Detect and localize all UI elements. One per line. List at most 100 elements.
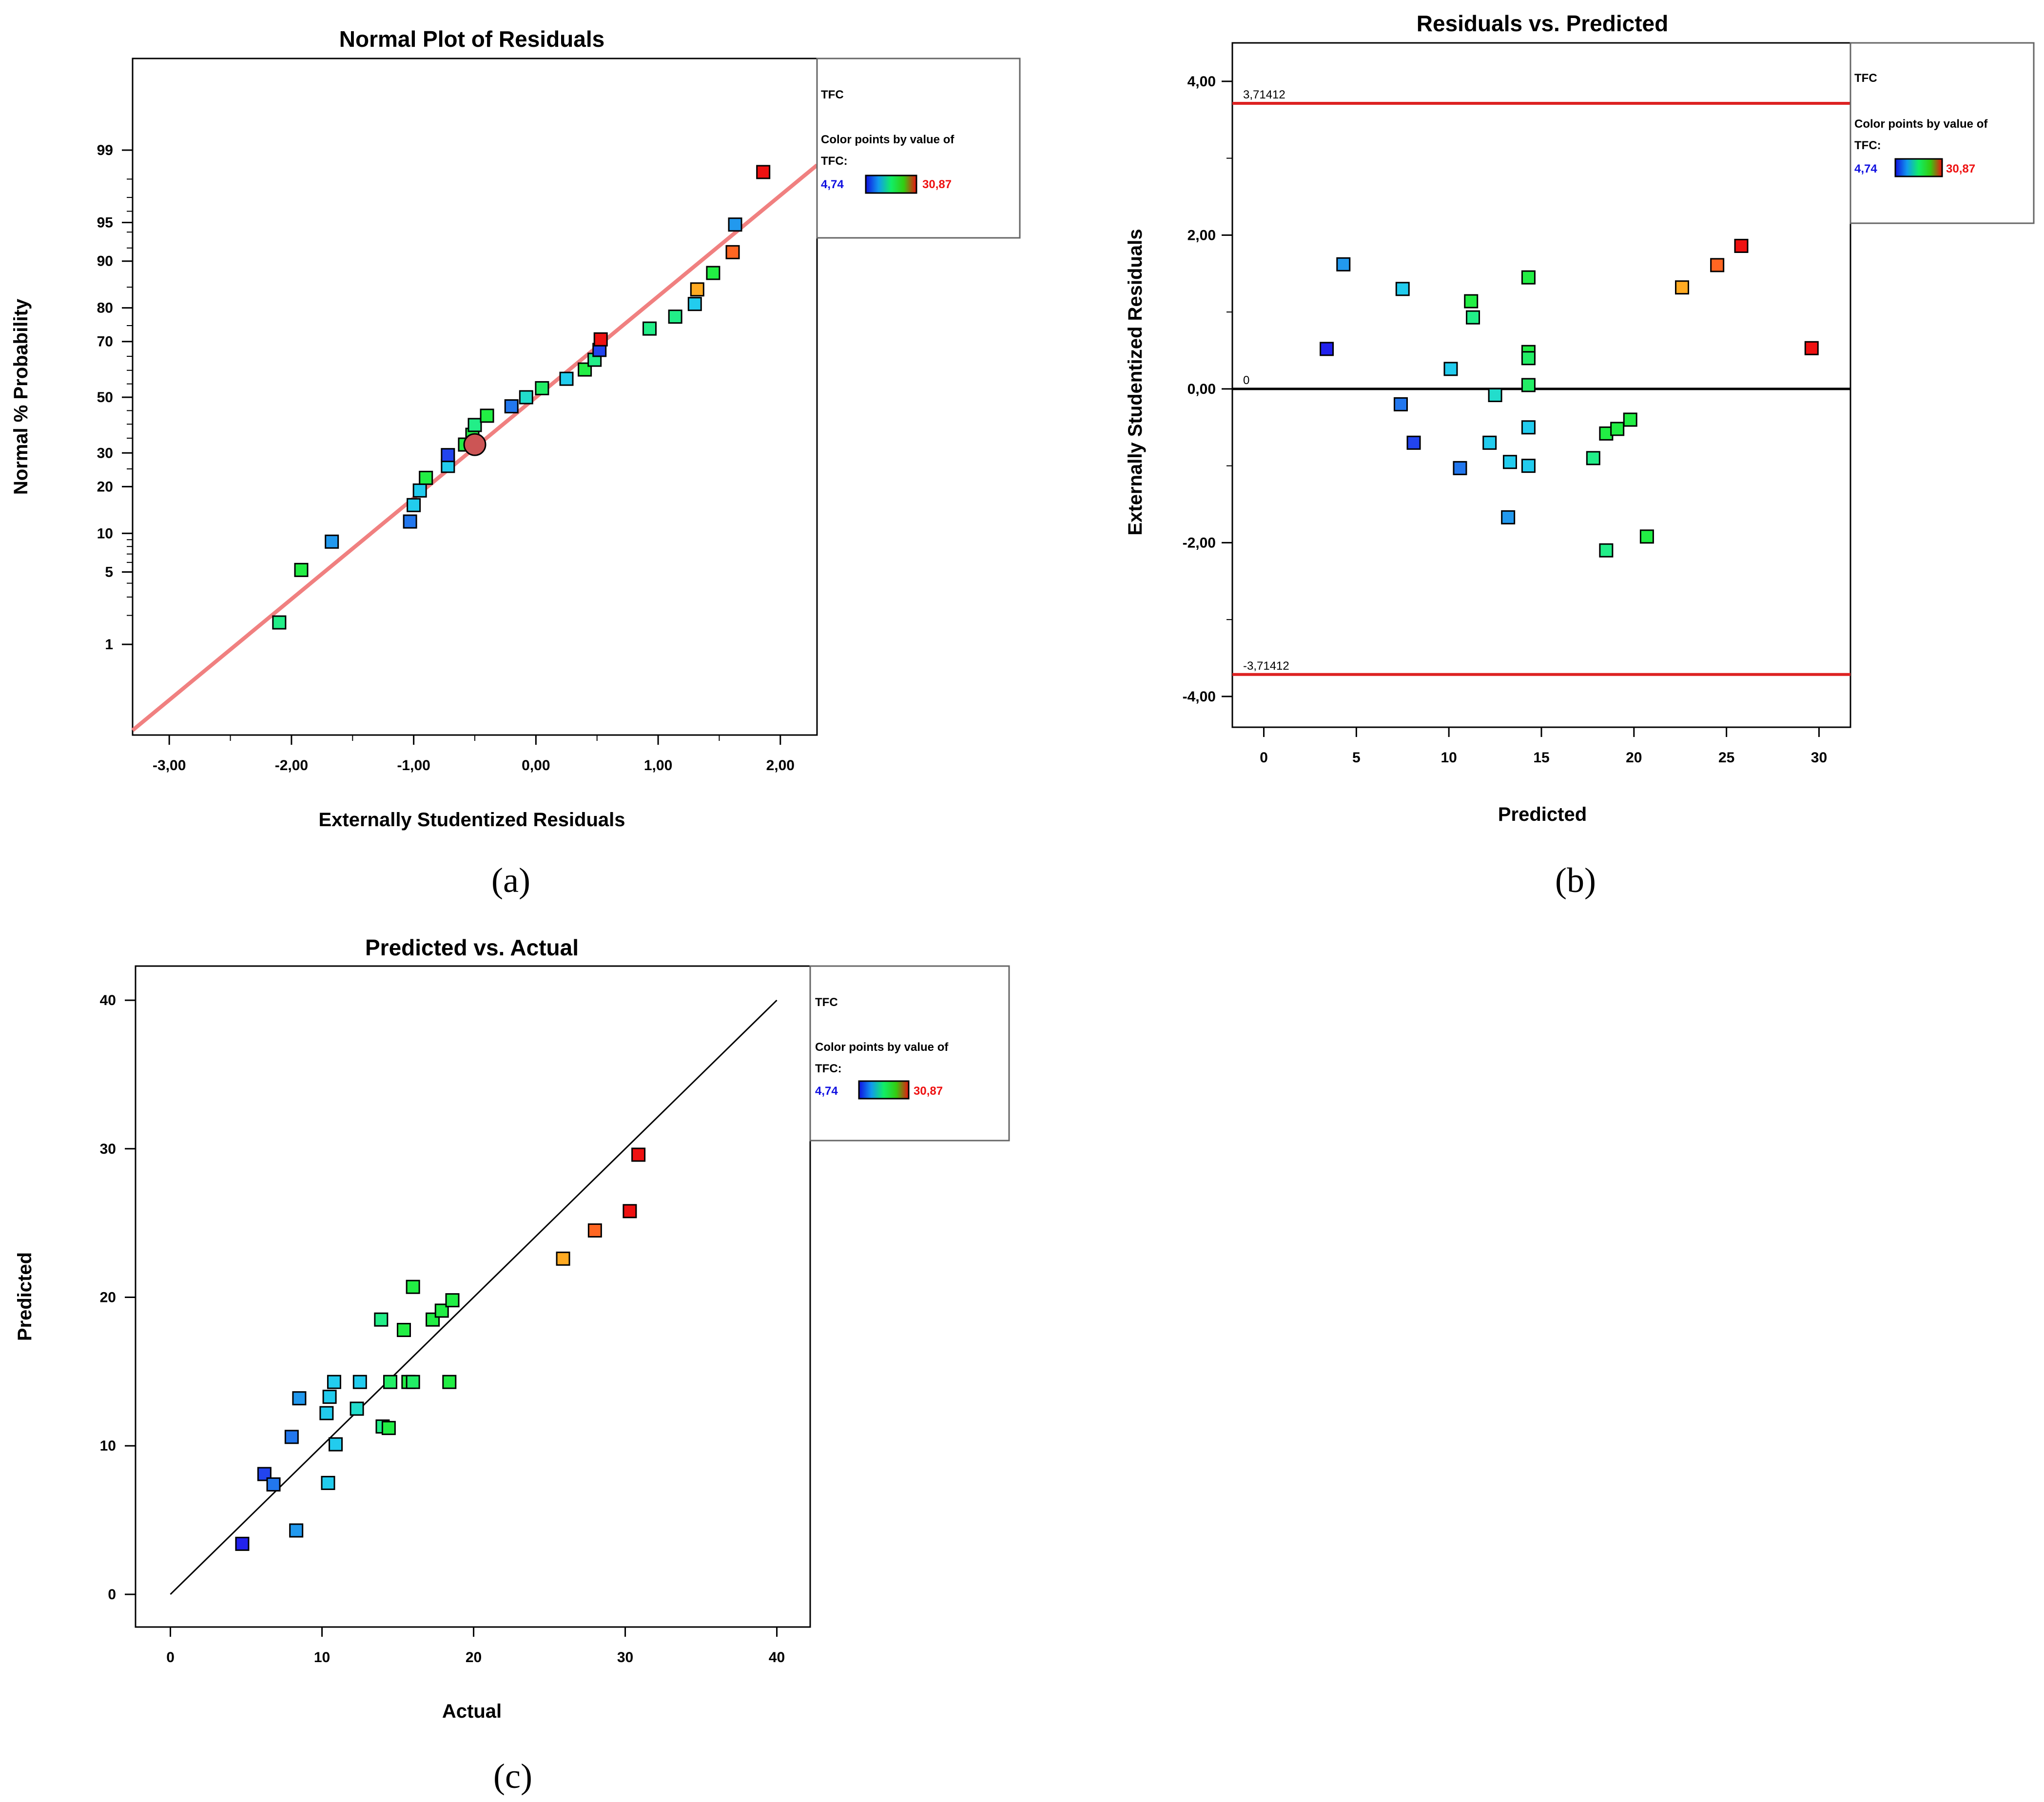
chart-c-xtick-label: 30: [617, 1649, 633, 1666]
chart-b-legend-gradient: [1894, 158, 1943, 177]
chart-a-xtick-label: 0,00: [522, 757, 550, 774]
chart-b-legend-max: 30,87: [1946, 162, 1975, 175]
chart-a-point: [687, 297, 702, 311]
chart-a-point: [668, 310, 682, 324]
chart-c-point: [350, 1401, 364, 1416]
chart-a-point: [412, 483, 427, 498]
chart-c-legend-caption2: TFC:: [815, 1062, 842, 1075]
chart-a-point: [504, 399, 519, 414]
chart-b-point: [1488, 388, 1502, 403]
chart-a-legend-box: [816, 58, 1021, 239]
chart-a-point: [756, 165, 771, 179]
chart-c-xtick-label: 40: [769, 1649, 785, 1666]
chart-a-ytick-label: 10: [97, 525, 113, 542]
chart-a-point: [294, 562, 309, 577]
chart-b-ytick-label: 0,00: [1187, 381, 1216, 397]
chart-c-point: [319, 1406, 334, 1420]
chart-a-point: [419, 470, 433, 485]
chart-c-xtick-label: 0: [166, 1649, 175, 1666]
chart-b-plot-area: [1231, 42, 1851, 728]
chart-b-point: [1443, 362, 1458, 376]
chart-b-point: [1710, 258, 1725, 272]
chart-predicted-vs-actual: Predicted vs. Actual 0 10 20 30 40 0 10 20 30 40…: [14, 935, 1010, 1796]
chart-a-ylabel: Normal % Probability: [10, 298, 32, 495]
chart-b-point: [1453, 461, 1467, 475]
chart-a-ytick-label: 99: [97, 142, 113, 158]
chart-b-point: [1521, 420, 1536, 435]
chart-c-plot-area: [135, 965, 811, 1628]
chart-a-point: [559, 371, 574, 386]
chart-c-title: Predicted vs. Actual: [365, 935, 579, 960]
chart-b-legend-caption2: TFC:: [1854, 139, 1881, 152]
chart-b-point: [1734, 238, 1749, 253]
chart-c-point: [266, 1477, 281, 1492]
chart-a-xtick-label: 2,00: [766, 757, 795, 774]
chart-c-legend-caption: Color points by value of: [815, 1041, 949, 1054]
chart-c-xlabel: Actual: [442, 1701, 502, 1722]
chart-b-xtick-label: 5: [1352, 750, 1361, 766]
chart-b-point: [1501, 510, 1516, 524]
chart-a-ytick-label: 70: [97, 334, 113, 350]
chart-b-point: [1599, 543, 1614, 558]
chart-a-point: [593, 332, 608, 347]
chart-b-point: [1320, 342, 1334, 356]
chart-b-point: [1393, 397, 1408, 411]
chart-c-ytick-label: 10: [100, 1438, 116, 1454]
chart-c-diagonal-line: [170, 1000, 778, 1595]
chart-b-point: [1610, 422, 1625, 436]
chart-a-xtick-label: -2,00: [275, 757, 308, 774]
chart-b-reference-lines: 3,71412 -3,71412 0: [1232, 88, 1850, 676]
chart-c-point: [381, 1421, 396, 1435]
chart-a-point: [725, 245, 740, 259]
chart-a-y-axis: 1 5 10 20 30 50 70 80 90 95 99: [97, 142, 133, 653]
chart-a-point: [441, 448, 455, 463]
chart-b-title: Residuals vs. Predicted: [1417, 11, 1668, 36]
chart-b-point: [1586, 451, 1600, 465]
panel-label-c: (c): [493, 1757, 532, 1796]
chart-c-point: [322, 1390, 337, 1404]
chart-c-point: [434, 1303, 449, 1318]
chart-a-points: [272, 165, 771, 630]
chart-c-points: [235, 1147, 646, 1551]
chart-c-point: [292, 1391, 307, 1406]
chart-b-point: [1623, 412, 1637, 427]
chart-b-legend-box: [1849, 42, 2035, 224]
chart-c-ytick-label: 20: [100, 1290, 116, 1306]
chart-a-ytick-label: 5: [105, 564, 113, 580]
chart-b-point: [1521, 351, 1536, 366]
chart-a-point: [519, 390, 533, 405]
chart-b-xtick-label: 0: [1260, 750, 1268, 766]
chart-c-point: [445, 1293, 460, 1308]
chart-b-y-axis: -4,00 -2,00 0,00 2,00 4,00: [1183, 74, 1232, 705]
chart-c-point: [623, 1204, 637, 1219]
chart-b-point: [1521, 270, 1536, 285]
chart-c-ylabel: Predicted: [14, 1252, 36, 1341]
chart-a-point: [728, 217, 742, 232]
chart-a-point: [706, 266, 720, 280]
chart-b-legend-caption: Color points by value of: [1854, 117, 1988, 131]
chart-c-point: [235, 1536, 250, 1551]
chart-c-xtick-label: 20: [466, 1649, 482, 1666]
chart-a-ytick-label: 20: [97, 479, 113, 495]
chart-b-x-axis: 0 5 10 15 20 25 30: [1260, 727, 1827, 766]
chart-a-point: [642, 321, 657, 336]
chart-a-point: [690, 282, 704, 297]
chart-a-point: [535, 381, 549, 395]
chart-c-point: [321, 1475, 335, 1490]
chart-b-ytick-label: -4,00: [1183, 689, 1216, 705]
chart-b-legend-title: TFC: [1854, 72, 1877, 85]
chart-c-point: [396, 1323, 411, 1337]
chart-b-xtick-label: 30: [1811, 750, 1827, 766]
chart-c-point: [587, 1223, 602, 1238]
chart-b-xtick-label: 25: [1718, 750, 1734, 766]
chart-a-legend-caption2: TFC:: [821, 155, 848, 168]
chart-b-upper-limit-label: 3,71412: [1243, 88, 1285, 101]
chart-c-point: [327, 1375, 341, 1389]
chart-a-plot-area: [132, 58, 818, 736]
chart-c-ytick-label: 40: [100, 992, 116, 1008]
chart-a-xlabel: Externally Studentized Residuals: [318, 809, 625, 831]
chart-a-point: [325, 534, 339, 549]
chart-a-legend-caption: Color points by value of: [821, 133, 954, 146]
chart-b-legend-min: 4,74: [1854, 162, 1877, 175]
